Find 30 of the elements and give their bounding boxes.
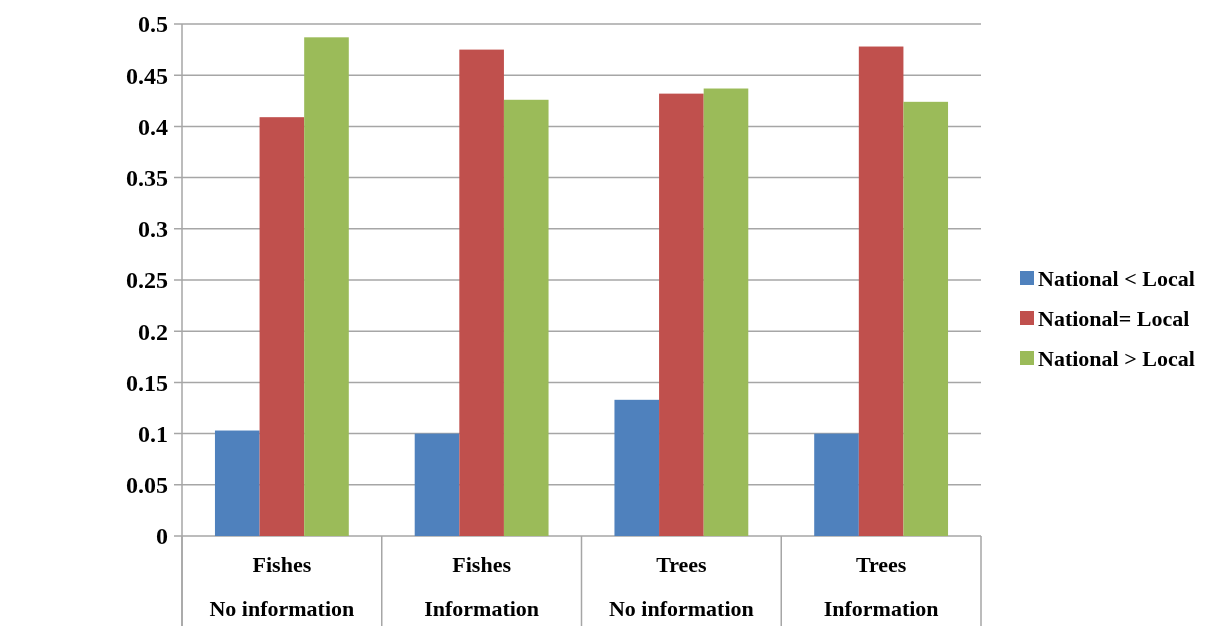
bar bbox=[903, 101, 949, 536]
legend-label: National= Local bbox=[1038, 305, 1190, 331]
x-tick-label: Fishes No information bbox=[209, 552, 355, 621]
y-tick-label: 0.1 bbox=[138, 421, 168, 447]
y-tick-label: 0 bbox=[156, 523, 168, 550]
bar bbox=[459, 49, 504, 536]
y-tick-label: 0.2 bbox=[138, 318, 168, 345]
x-tick-label: Trees No information bbox=[608, 552, 754, 621]
bar bbox=[614, 399, 660, 536]
y-tick-label: 0.4 bbox=[138, 113, 168, 140]
x-tick-label: Fishes Information bbox=[424, 552, 540, 621]
bar bbox=[259, 117, 305, 536]
bar bbox=[503, 99, 549, 536]
y-tick-label: 0.05 bbox=[126, 472, 168, 499]
y-tick-label: 0.45 bbox=[126, 62, 168, 89]
y-tick-label: 0.5 bbox=[138, 11, 168, 38]
bar bbox=[703, 88, 749, 536]
y-tick-label: 0.35 bbox=[126, 165, 168, 191]
y-tick-label: 0.3 bbox=[138, 216, 168, 243]
legend-label: National < Local bbox=[1038, 265, 1195, 291]
y-tick-label: 0.15 bbox=[126, 369, 168, 396]
bar bbox=[214, 430, 260, 536]
x-tick-label: Trees Information bbox=[823, 552, 939, 621]
bar bbox=[304, 37, 349, 536]
bar bbox=[814, 433, 859, 536]
y-tick-label: 0.25 bbox=[126, 267, 168, 294]
bar bbox=[858, 46, 904, 536]
bar bbox=[414, 433, 460, 536]
bar bbox=[659, 93, 704, 536]
legend-label: National > Local bbox=[1038, 345, 1195, 371]
